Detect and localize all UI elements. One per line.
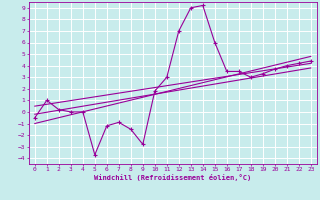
X-axis label: Windchill (Refroidissement éolien,°C): Windchill (Refroidissement éolien,°C) xyxy=(94,174,252,181)
